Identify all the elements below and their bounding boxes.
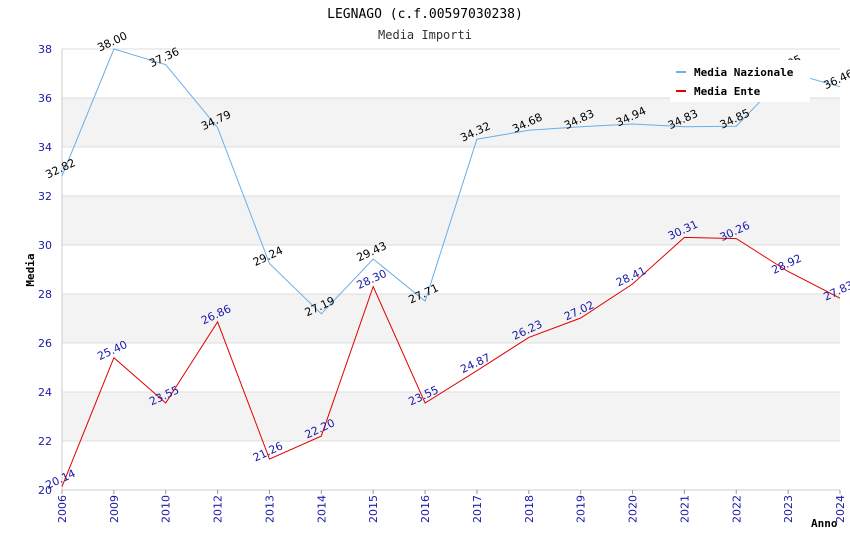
legend: Media Nazionale Media Ente — [670, 60, 810, 102]
x-tick-label: 2021 — [678, 495, 691, 523]
x-tick-label: 2010 — [160, 495, 173, 523]
grid-band — [62, 392, 840, 441]
y-tick-label: 30 — [38, 239, 52, 252]
chart-title: LEGNAGO (c.f.00597030238) — [327, 7, 523, 22]
x-axis-label: Anno — [811, 517, 838, 530]
y-axis-label: Media — [24, 253, 37, 286]
y-tick-label: 34 — [38, 141, 52, 154]
y-tick-label: 32 — [38, 190, 52, 203]
y-tick-label: 20 — [38, 484, 52, 497]
x-tick-label: 2015 — [367, 495, 380, 523]
grid-band — [62, 147, 840, 196]
grid-band — [62, 294, 840, 343]
x-tick-label: 2013 — [263, 495, 276, 523]
x-tick-label: 2009 — [108, 495, 121, 523]
x-tick-label: 2020 — [627, 495, 640, 523]
grid-band — [62, 245, 840, 294]
legend-label: Media Ente — [694, 85, 761, 98]
y-tick-label: 28 — [38, 288, 52, 301]
x-tick-label: 2006 — [56, 495, 69, 523]
series-line-media-nazionale — [61, 48, 841, 315]
grid — [62, 48, 840, 491]
x-tick-label: 2012 — [212, 495, 225, 523]
series-line-media-ente — [61, 236, 841, 487]
x-tick-label: 2024 — [834, 495, 847, 523]
x-tick-label: 2014 — [315, 495, 328, 523]
y-tick-label: 38 — [38, 43, 52, 56]
y-tick-label: 36 — [38, 92, 52, 105]
series — [61, 48, 841, 487]
x-tick-label: 2022 — [730, 495, 743, 523]
legend-label: Media Nazionale — [694, 66, 794, 79]
x-tick-label: 2018 — [523, 495, 536, 523]
x-tick-label: 2016 — [419, 495, 432, 523]
chart-subtitle: Media Importi — [378, 28, 472, 42]
y-tick-label: 26 — [38, 337, 52, 350]
y-tick-label: 22 — [38, 435, 52, 448]
x-tick-label: 2023 — [782, 495, 795, 523]
x-tick-label: 2019 — [575, 495, 588, 523]
grid-band — [62, 98, 840, 147]
x-tick-label: 2017 — [471, 495, 484, 523]
grid-band — [62, 441, 840, 490]
legend-box — [670, 60, 810, 102]
y-tick-label: 24 — [38, 386, 52, 399]
grid-band — [62, 343, 840, 392]
